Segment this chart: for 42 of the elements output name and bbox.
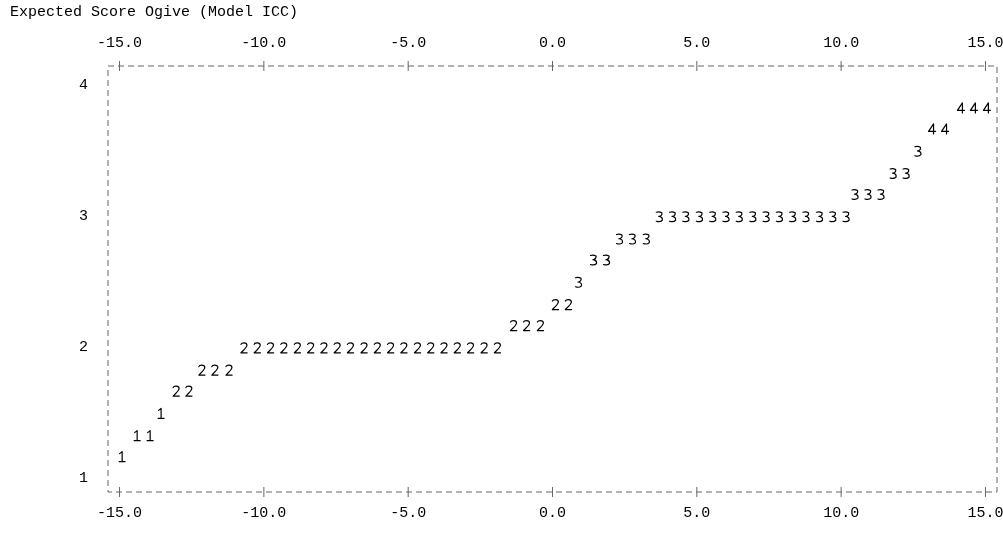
point (956, 102, 966, 114)
point (574, 276, 583, 288)
point (453, 342, 462, 354)
point (266, 342, 275, 354)
x2-tick-label: -10.0 (241, 35, 287, 52)
point (602, 254, 611, 266)
x-tick-label: 5.0 (683, 505, 711, 522)
y-tick-label: 2 (78, 339, 88, 357)
x2-tick-label: -15.0 (97, 35, 143, 52)
point (346, 342, 355, 354)
x2-tick-label: 15.0 (967, 35, 1003, 52)
point (628, 233, 637, 245)
x2-tick-label: -5.0 (390, 35, 427, 52)
point (615, 233, 624, 245)
x-tick-label: 10.0 (823, 505, 860, 522)
x-tick-label: -15.0 (97, 505, 143, 522)
point (293, 342, 302, 354)
point (386, 342, 395, 354)
point (969, 102, 979, 114)
y-tick-label: 3 (78, 208, 88, 226)
x2-tick-label: 0.0 (538, 35, 567, 52)
x-tick-label: 0.0 (538, 505, 567, 522)
x2-tick-label: 5.0 (683, 35, 711, 52)
point (466, 342, 475, 354)
point (493, 342, 502, 354)
point (940, 123, 950, 135)
point (589, 254, 598, 266)
chart-title: Expected Score Ogive (Model ICC) (10, 4, 299, 21)
point (668, 211, 677, 223)
point (253, 342, 262, 354)
x-tick-label: 15.0 (967, 505, 1003, 522)
y-tick-label: 4 (78, 77, 88, 95)
point (373, 342, 382, 354)
point (927, 123, 937, 135)
point (413, 342, 422, 354)
y-tick-label: 1 (78, 470, 88, 488)
x-tick-label: -5.0 (390, 505, 427, 522)
x2-tick-label: 10.0 (823, 35, 860, 52)
point (982, 102, 991, 114)
point (815, 211, 824, 223)
x-tick-label: -10.0 (241, 505, 287, 522)
point (695, 211, 704, 223)
